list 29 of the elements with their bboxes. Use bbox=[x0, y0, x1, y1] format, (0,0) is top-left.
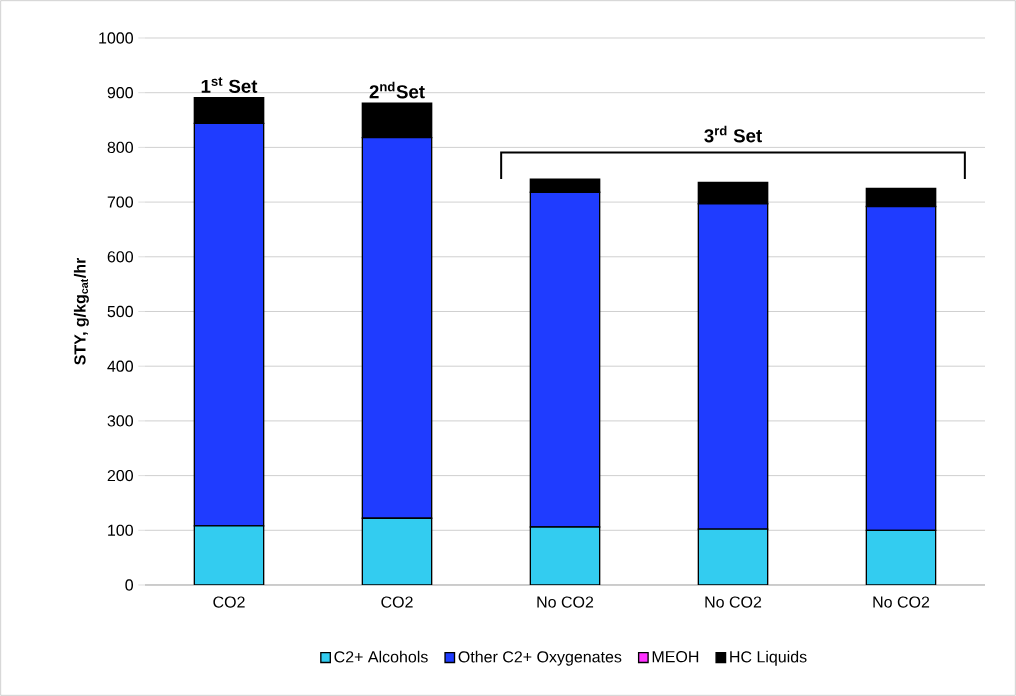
y-tick-label: 700 bbox=[107, 196, 133, 208]
annotation: 3$^{rd}$ Set bbox=[704, 125, 762, 143]
y-tick-label: 1000 bbox=[99, 32, 133, 44]
y-tick-label: 500 bbox=[107, 305, 133, 318]
y-tick-label: 300 bbox=[107, 415, 133, 427]
y-tick-label: 900 bbox=[107, 87, 133, 99]
annotation: 2$^{nd}$Set bbox=[369, 81, 425, 99]
bar bbox=[529, 526, 601, 585]
x-tick-label: No CO2 bbox=[537, 596, 594, 608]
y-tick-label: 400 bbox=[107, 360, 133, 372]
legend-label: HC Liquids bbox=[730, 650, 807, 666]
legend-label: Other C2+ Oxygenates bbox=[458, 650, 622, 666]
y-tick-label: 200 bbox=[107, 469, 133, 482]
bar bbox=[865, 529, 937, 585]
y-axis-title: STY, g/kg$_{cat}$/hr bbox=[73, 257, 89, 365]
x-tick-label: CO2 bbox=[381, 596, 413, 608]
y-tick-label: 100 bbox=[108, 524, 133, 536]
y-tick-label: 800 bbox=[107, 141, 133, 154]
x-tick-label: No CO2 bbox=[705, 596, 762, 608]
bar bbox=[697, 528, 769, 585]
annotation: 1$^{st}$ Set bbox=[201, 77, 258, 93]
y-tick-label: 0 bbox=[125, 579, 134, 591]
bar bbox=[193, 525, 265, 585]
legend-label: C2+ Alcohols bbox=[334, 650, 428, 663]
legend-label: MEOH bbox=[652, 650, 699, 663]
x-tick-label: No CO2 bbox=[873, 596, 930, 608]
bar bbox=[361, 517, 433, 585]
y-tick-label: 600 bbox=[107, 251, 133, 263]
x-tick-label: CO2 bbox=[213, 596, 245, 608]
